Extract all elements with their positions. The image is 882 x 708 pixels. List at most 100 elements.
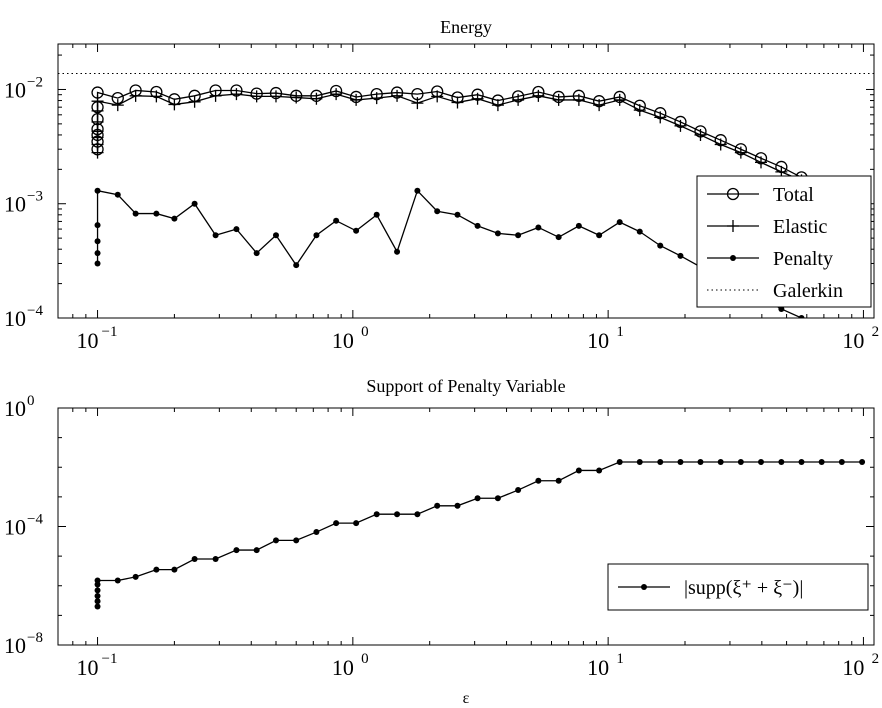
data-point — [171, 566, 178, 573]
data-point — [272, 537, 279, 544]
data-point — [212, 555, 219, 562]
legend-label: |supp(ξ⁺ + ξ⁻)| — [684, 577, 803, 599]
data-point — [333, 520, 340, 527]
y-tick-label-exponent: 0 — [27, 393, 35, 409]
data-point — [94, 598, 101, 605]
data-point — [414, 511, 421, 518]
data-point — [494, 230, 501, 237]
data-point — [633, 104, 646, 117]
series-line — [96, 461, 863, 607]
data-point — [572, 93, 585, 106]
data-point — [471, 92, 484, 105]
data-point — [94, 187, 101, 194]
data-point — [730, 255, 736, 261]
data-point — [114, 577, 121, 584]
data-point — [168, 98, 181, 111]
data-point — [111, 99, 124, 112]
data-point — [293, 537, 300, 544]
data-point — [798, 315, 805, 318]
y-tick-label-exponent: −4 — [27, 303, 43, 319]
data-point — [474, 495, 481, 502]
chart-title: Energy — [440, 17, 492, 37]
y-tick-label: 10 — [4, 306, 26, 331]
series-layer — [94, 459, 866, 610]
data-point — [373, 511, 380, 518]
legend-box — [696, 175, 872, 308]
x-tick-label-exponent: 2 — [872, 651, 880, 667]
legend: Total Elastic Penalty Galerkin — [696, 175, 872, 308]
data-point — [94, 222, 101, 229]
y-tick-label: 10 — [4, 192, 26, 217]
series-line — [96, 89, 863, 205]
x-tick-label: 10 — [332, 655, 354, 680]
data-point — [434, 208, 441, 215]
data-point — [726, 187, 740, 201]
data-point — [212, 232, 219, 239]
data-point — [293, 262, 300, 269]
legend-label: Penalty — [773, 248, 833, 270]
legend-label: Total — [773, 184, 814, 206]
data-point — [431, 90, 444, 103]
data-point — [353, 227, 360, 234]
series-total — [91, 84, 869, 210]
x-tick-label-exponent: −1 — [102, 324, 118, 340]
data-point — [636, 459, 643, 466]
data-point — [491, 99, 504, 112]
x-tick-label-exponent: 0 — [361, 651, 369, 667]
data-point — [94, 250, 101, 257]
data-point — [474, 222, 481, 229]
data-point — [512, 93, 525, 106]
data-point — [313, 529, 320, 536]
x-tick-label-exponent: 1 — [616, 324, 624, 340]
data-point — [714, 138, 727, 151]
data-point — [91, 115, 104, 128]
data-point — [778, 459, 785, 466]
data-point — [94, 587, 101, 594]
data-point — [674, 119, 687, 132]
data-point — [654, 111, 667, 124]
data-point — [734, 146, 747, 159]
data-point — [532, 89, 545, 102]
x-tick-label-exponent: 2 — [872, 324, 880, 340]
data-point — [150, 90, 163, 103]
data-point — [535, 224, 542, 231]
data-point — [755, 156, 768, 169]
y-tick-label-exponent: −2 — [27, 74, 43, 90]
data-point — [555, 477, 562, 484]
plot-frame — [57, 43, 875, 319]
data-point — [94, 577, 101, 584]
data-point — [717, 459, 724, 466]
data-point — [451, 96, 464, 109]
data-point — [272, 232, 279, 239]
data-point — [350, 93, 363, 106]
y-tick-label: 10 — [4, 633, 26, 658]
y-tick-label: 10 — [4, 515, 26, 540]
data-point — [330, 88, 343, 101]
y-tick-label: 10 — [4, 396, 26, 421]
data-point — [114, 191, 121, 198]
data-point — [593, 99, 606, 112]
x-tick-label-exponent: 1 — [616, 651, 624, 667]
data-point — [191, 555, 198, 562]
x-tick-label: 10 — [842, 328, 864, 353]
data-point — [727, 220, 739, 232]
data-point — [636, 228, 643, 235]
data-point — [333, 217, 340, 224]
data-point — [129, 89, 142, 102]
data-point — [575, 467, 582, 474]
legend: |supp(ξ⁺ + ξ⁻)| — [607, 563, 869, 611]
data-point — [394, 248, 401, 255]
data-point — [758, 459, 765, 466]
data-point — [818, 459, 825, 466]
y-tick-label-exponent: −8 — [27, 630, 43, 646]
data-point — [132, 573, 139, 580]
data-point — [370, 92, 383, 105]
data-point — [454, 211, 461, 218]
data-point — [191, 200, 198, 207]
data-point — [677, 252, 684, 259]
data-point — [394, 511, 401, 518]
data-point — [694, 128, 707, 141]
data-point — [596, 467, 603, 474]
x-axis-label: ε — [463, 690, 470, 707]
data-point — [94, 260, 101, 267]
